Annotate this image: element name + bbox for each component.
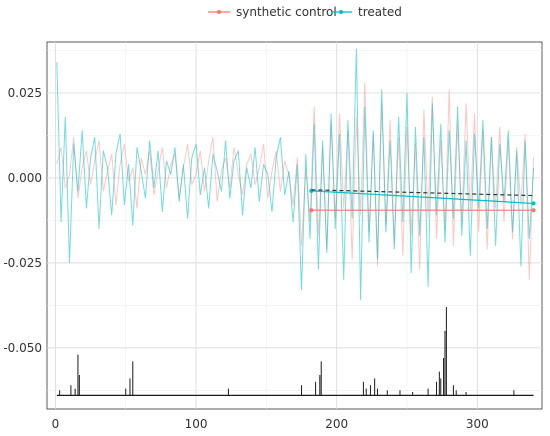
trend-point-end-1 xyxy=(531,201,536,206)
trend-line-1 xyxy=(311,190,534,205)
series-layer xyxy=(56,48,535,301)
legend-item-treated[interactable]: treated xyxy=(331,5,402,19)
x-tick-label-0: 0 xyxy=(52,417,60,431)
series-line-treated xyxy=(56,48,535,301)
y-tick-label-1: 0.000 xyxy=(8,171,42,185)
trend-layer xyxy=(309,188,536,213)
spike-layer xyxy=(56,307,534,397)
series-line-synthetic-control xyxy=(56,82,535,280)
trend-point-start-0 xyxy=(309,208,314,213)
plot-panel xyxy=(46,41,543,410)
y-tick-label-2: -0.025 xyxy=(3,256,42,270)
trend-line-2 xyxy=(311,189,534,197)
legend-label-treated: treated xyxy=(358,5,402,19)
axis-labels: 0 100 200 300 0.025 0.000 -0.025 -0.050 xyxy=(3,86,488,431)
legend: synthetic control treated xyxy=(208,5,402,19)
y-tick-label-3: -0.050 xyxy=(3,341,42,355)
grid xyxy=(47,42,542,409)
y-tick-label-0: 0.025 xyxy=(8,86,42,100)
x-tick-label-3: 300 xyxy=(466,417,489,431)
x-tick-label-1: 100 xyxy=(185,417,208,431)
trend-point-end-0 xyxy=(531,208,536,213)
x-tick-label-2: 200 xyxy=(325,417,348,431)
legend-label-synthetic-control: synthetic control xyxy=(236,5,337,19)
legend-item-synthetic-control[interactable]: synthetic control xyxy=(208,5,337,19)
